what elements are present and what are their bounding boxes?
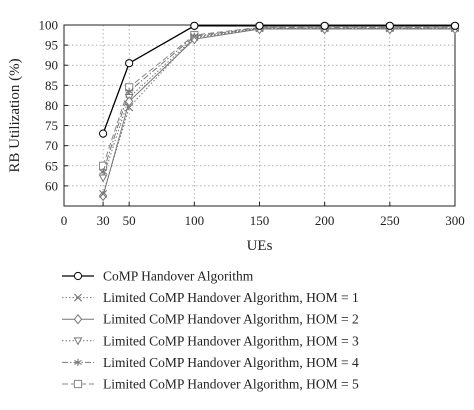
series-line bbox=[102, 28, 455, 178]
x-tick-label: 150 bbox=[250, 213, 270, 228]
x-tick-label: 250 bbox=[380, 213, 400, 228]
x-tick-label: 300 bbox=[445, 213, 465, 228]
y-tick-label: 65 bbox=[45, 158, 58, 173]
data-point-marker bbox=[124, 96, 134, 107]
legend-item: Limited CoMP Handover Algorithm, HOM = 1 bbox=[62, 290, 359, 305]
y-tick-label: 100 bbox=[39, 18, 59, 33]
series-2 bbox=[99, 24, 459, 198]
series-1 bbox=[99, 21, 460, 138]
legend-item: Limited CoMP Handover Algorithm, HOM = 3 bbox=[62, 333, 359, 348]
legend-label: Limited CoMP Handover Algorithm, HOM = 1 bbox=[103, 290, 359, 305]
legend: CoMP Handover Algorithm Limited CoMP Hand… bbox=[62, 269, 359, 392]
series-line bbox=[102, 27, 455, 172]
series bbox=[98, 21, 460, 202]
x-tick-label: 0 bbox=[61, 213, 68, 228]
data-point-marker bbox=[125, 103, 134, 112]
data-point-marker bbox=[320, 21, 329, 30]
y-tick-label: 90 bbox=[45, 58, 58, 73]
grid bbox=[64, 25, 455, 206]
data-point-marker bbox=[125, 87, 134, 95]
data-point-marker bbox=[98, 190, 108, 202]
data-point-marker bbox=[74, 293, 82, 302]
y-tick-label: 80 bbox=[45, 98, 58, 113]
legend-label: Limited CoMP Handover Algorithm, HOM = 3 bbox=[103, 333, 359, 348]
data-point-marker bbox=[98, 174, 108, 183]
data-point-marker bbox=[190, 33, 199, 42]
y-tick-label: 60 bbox=[45, 178, 58, 193]
y-tick-label: 70 bbox=[45, 138, 58, 153]
data-point-marker bbox=[74, 358, 82, 366]
legend-item: Limited CoMP Handover Algorithm, HOM = 4 bbox=[62, 355, 359, 370]
plot-frame bbox=[63, 24, 456, 207]
data-point-marker bbox=[99, 189, 108, 198]
data-point-marker bbox=[99, 129, 108, 138]
legend-label: Limited CoMP Handover Algorithm, HOM = 5 bbox=[103, 377, 359, 392]
data-point-marker bbox=[385, 21, 394, 30]
legend-item: CoMP Handover Algorithm bbox=[62, 269, 254, 284]
data-point-marker bbox=[255, 21, 264, 30]
x-tick-label: 50 bbox=[123, 213, 136, 228]
axis-ticks: 0 30 50 100 150 200 250 300 60 65 70 75 80 85 90 95 100 bbox=[39, 18, 465, 229]
data-point-marker bbox=[73, 337, 83, 346]
data-point-marker bbox=[73, 271, 83, 281]
y-axis-label: RB Utilization (%) bbox=[7, 58, 23, 172]
legend-label: Limited CoMP Handover Algorithm, HOM = 4 bbox=[103, 355, 359, 370]
legend-label: CoMP Handover Algorithm bbox=[103, 269, 254, 284]
x-tick-label: 30 bbox=[97, 213, 110, 228]
data-point-marker bbox=[73, 379, 83, 389]
y-tick-label: 95 bbox=[45, 38, 58, 53]
legend-label: Limited CoMP Handover Algorithm, HOM = 2 bbox=[103, 312, 359, 327]
y-tick-label: 75 bbox=[45, 118, 58, 133]
data-point-marker bbox=[190, 33, 199, 45]
series-6 bbox=[99, 23, 460, 170]
x-tick-label: 200 bbox=[315, 213, 335, 228]
y-tick-label: 85 bbox=[45, 78, 58, 93]
series-line bbox=[102, 25, 455, 134]
data-point-marker bbox=[190, 21, 199, 30]
series-line bbox=[102, 27, 455, 195]
x-axis-label: UEs bbox=[247, 238, 273, 254]
series-5 bbox=[99, 24, 459, 176]
data-point-marker bbox=[450, 21, 460, 30]
series-3 bbox=[98, 23, 460, 202]
x-tick-label: 100 bbox=[185, 213, 205, 228]
legend-item: Limited CoMP Handover Algorithm, HOM = 5 bbox=[62, 377, 359, 392]
legend-item: Limited CoMP Handover Algorithm, HOM = 2 bbox=[62, 312, 359, 327]
data-point-marker bbox=[125, 59, 134, 68]
series-line bbox=[102, 28, 455, 197]
data-point-marker bbox=[73, 314, 83, 325]
